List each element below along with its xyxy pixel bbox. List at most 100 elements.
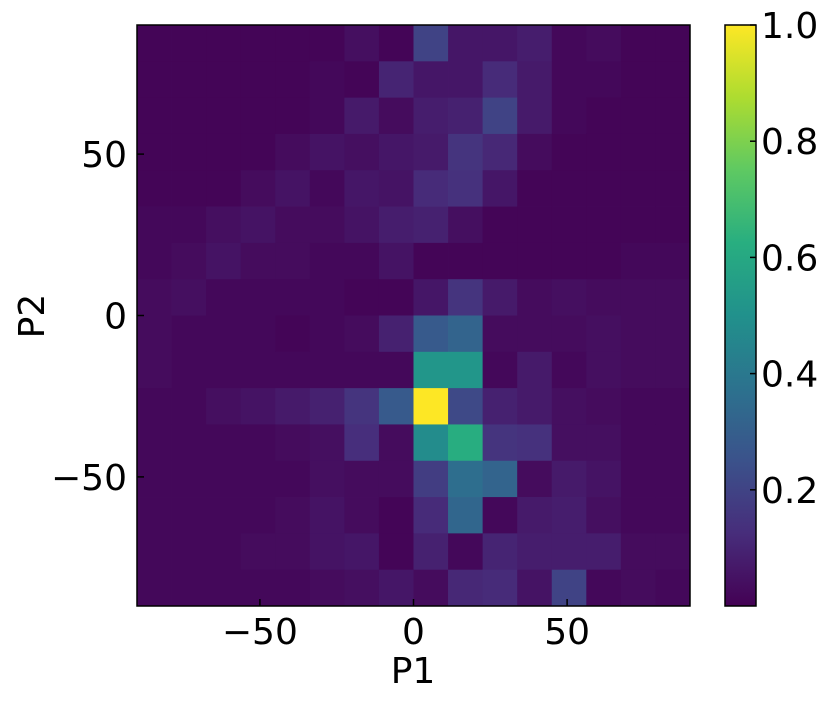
heatmap-cell-r4-c3 <box>240 170 276 207</box>
heatmap-cell-r2-c7 <box>378 97 414 135</box>
heatmap-cell-r0-c4 <box>275 25 311 62</box>
heatmap-cell-r10-c14 <box>620 388 656 425</box>
heatmap-cell-r0-c7 <box>378 25 414 62</box>
heatmap-cell-r1-c11 <box>517 61 553 99</box>
heatmap-cell-r7-c1 <box>171 279 207 316</box>
colorbar-tick-label: 1.0 <box>761 6 818 47</box>
heatmap-cell-r4-c2 <box>206 170 242 207</box>
heatmap-cell-r14-c3 <box>240 533 276 571</box>
heatmap-cell-r6-c4 <box>275 242 311 280</box>
heatmap-cell-r1-c3 <box>240 61 276 99</box>
heatmap-cell-r8-c12 <box>551 315 587 353</box>
heatmap-cell-r9-c5 <box>309 351 345 389</box>
heatmap-cell-r8-c10 <box>482 315 518 353</box>
heatmap-cell-r2-c15 <box>655 97 691 135</box>
heatmap-cell-r12-c9 <box>448 460 484 498</box>
heatmap-cell-r13-c15 <box>655 497 691 534</box>
heatmap-cell-r14-c7 <box>378 533 414 571</box>
heatmap-cell-r4-c10 <box>482 170 518 207</box>
heatmap-cell-r15-c1 <box>171 569 207 607</box>
heatmap-cell-r1-c10 <box>482 61 518 99</box>
heatmap-cell-r15-c11 <box>517 569 553 607</box>
heatmap-cell-r6-c3 <box>240 242 276 280</box>
heatmap-cell-r3-c15 <box>655 133 691 171</box>
heatmap-cell-r9-c15 <box>655 351 691 389</box>
heatmap-cell-r6-c5 <box>309 242 345 280</box>
heatmap-cell-r15-c15 <box>655 569 691 607</box>
heatmap-cell-r10-c12 <box>551 388 587 425</box>
heatmap-cell-r10-c10 <box>482 388 518 425</box>
heatmap-cell-r3-c13 <box>586 133 622 171</box>
colorbar <box>724 24 757 607</box>
heatmap-cell-r13-c2 <box>206 497 242 534</box>
heatmap-cell-r15-c13 <box>586 569 622 607</box>
heatmap-cell-r3-c0 <box>137 133 172 171</box>
heatmap-cell-r6-c11 <box>517 242 553 280</box>
heatmap-cell-r5-c15 <box>655 206 691 244</box>
heatmap-cell-r2-c8 <box>413 97 449 135</box>
heatmap-cell-r8-c6 <box>344 315 380 353</box>
heatmap-cell-r14-c8 <box>413 533 449 571</box>
heatmap-cell-r12-c15 <box>655 460 691 498</box>
heatmap-cell-r2-c14 <box>620 97 656 135</box>
heatmap-cell-r8-c15 <box>655 315 691 353</box>
heatmap-cell-r3-c7 <box>378 133 414 171</box>
heatmap-cell-r13-c13 <box>586 497 622 534</box>
heatmap-cell-r15-c6 <box>344 569 380 607</box>
colorbar-ticks: 0.2 0.4 0.6 0.8 1.0 <box>750 6 818 512</box>
heatmap-cell-r6-c2 <box>206 242 242 280</box>
heatmap-cell-r1-c4 <box>275 61 311 99</box>
heatmap-cell-r5-c11 <box>517 206 553 244</box>
heatmap-cell-r10-c7 <box>378 388 414 425</box>
heatmap-cell-r12-c7 <box>378 460 414 498</box>
heatmap-cell-r2-c10 <box>482 97 518 135</box>
heatmap-cell-r11-c6 <box>344 424 380 462</box>
heatmap-cell-r12-c8 <box>413 460 449 498</box>
heatmap-cell-r15-c7 <box>378 569 414 607</box>
heatmap-cell-r3-c5 <box>309 133 345 171</box>
heatmap-cell-r2-c5 <box>309 97 345 135</box>
heatmap-cell-r3-c14 <box>620 133 656 171</box>
heatmap-cell-r9-c0 <box>137 351 172 389</box>
heatmap-cell-r4-c7 <box>378 170 414 207</box>
heatmap-cell-r5-c7 <box>378 206 414 244</box>
heatmap-cell-r4-c8 <box>413 170 449 207</box>
heatmap-cell-r11-c13 <box>586 424 622 462</box>
heatmap-cell-r12-c13 <box>586 460 622 498</box>
heatmap-cell-r3-c12 <box>551 133 587 171</box>
heatmap-cell-r9-c13 <box>586 351 622 389</box>
heatmap-cell-r10-c0 <box>137 388 172 425</box>
heatmap-cell-r8-c0 <box>137 315 172 353</box>
heatmap-cell-r9-c9 <box>448 351 484 389</box>
heatmap-cell-r4-c5 <box>309 170 345 207</box>
heatmap-cell-r10-c9 <box>448 388 484 425</box>
heatmap-cell-r11-c9 <box>448 424 484 462</box>
heatmap-cell-r9-c1 <box>171 351 207 389</box>
heatmap-cell-r7-c0 <box>137 279 172 316</box>
heatmap-cells <box>137 25 691 607</box>
heatmap-cell-r1-c0 <box>137 61 172 99</box>
heatmap-cell-r9-c12 <box>551 351 587 389</box>
heatmap-cell-r7-c9 <box>448 279 484 316</box>
heatmap-cell-r7-c10 <box>482 279 518 316</box>
x-axis-ticks: −50 0 50 <box>222 599 590 653</box>
heatmap-cell-r1-c5 <box>309 61 345 99</box>
heatmap-cell-r1-c15 <box>655 61 691 99</box>
heatmap-cell-r0-c1 <box>171 25 207 62</box>
heatmap-cell-r10-c13 <box>586 388 622 425</box>
heatmap-cell-r13-c1 <box>171 497 207 534</box>
heatmap-cell-r0-c12 <box>551 25 587 62</box>
heatmap-cell-r15-c4 <box>275 569 311 607</box>
heatmap-cell-r5-c8 <box>413 206 449 244</box>
heatmap-cell-r8-c9 <box>448 315 484 353</box>
heatmap-cell-r6-c6 <box>344 242 380 280</box>
heatmap-cell-r9-c8 <box>413 351 449 389</box>
heatmap-cell-r0-c8 <box>413 25 449 62</box>
heatmap-cell-r6-c12 <box>551 242 587 280</box>
heatmap-cell-r2-c9 <box>448 97 484 135</box>
heatmap-cell-r9-c4 <box>275 351 311 389</box>
heatmap-cell-r7-c4 <box>275 279 311 316</box>
heatmap-cell-r4-c4 <box>275 170 311 207</box>
heatmap-cell-r8-c14 <box>620 315 656 353</box>
